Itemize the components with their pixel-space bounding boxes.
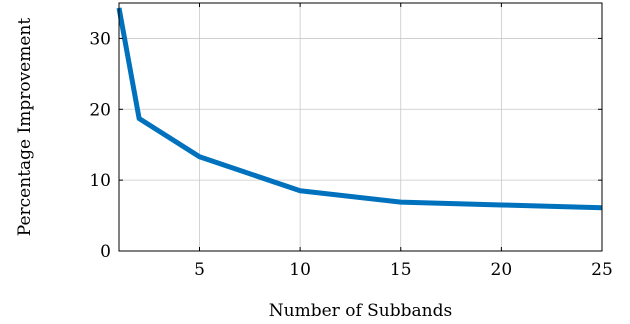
x-tick-label-25: 25 — [591, 260, 613, 280]
ticks — [119, 3, 603, 252]
y-tick-label-10: 10 — [89, 171, 111, 191]
y-tick-label-30: 30 — [89, 29, 111, 49]
plot-frame — [118, 2, 603, 252]
y-tick-label-20: 20 — [89, 100, 111, 120]
grid — [119, 3, 603, 252]
series-line-0 — [116, 7, 603, 211]
x-tick-label-5: 5 — [194, 260, 205, 280]
x-tick-label-10: 10 — [289, 260, 311, 280]
x-tick-labels: 5 10 15 20 25 — [194, 260, 613, 280]
y-tick-label-0: 0 — [100, 242, 111, 262]
y-tick-labels: 0 10 20 30 — [89, 29, 111, 262]
series-layer — [116, 7, 603, 211]
x-tick-label-15: 15 — [390, 260, 412, 280]
x-tick-label-20: 20 — [491, 260, 513, 280]
x-axis-label: Number of Subbands — [269, 301, 452, 321]
y-axis-label: Percentage Improvement — [15, 18, 35, 237]
